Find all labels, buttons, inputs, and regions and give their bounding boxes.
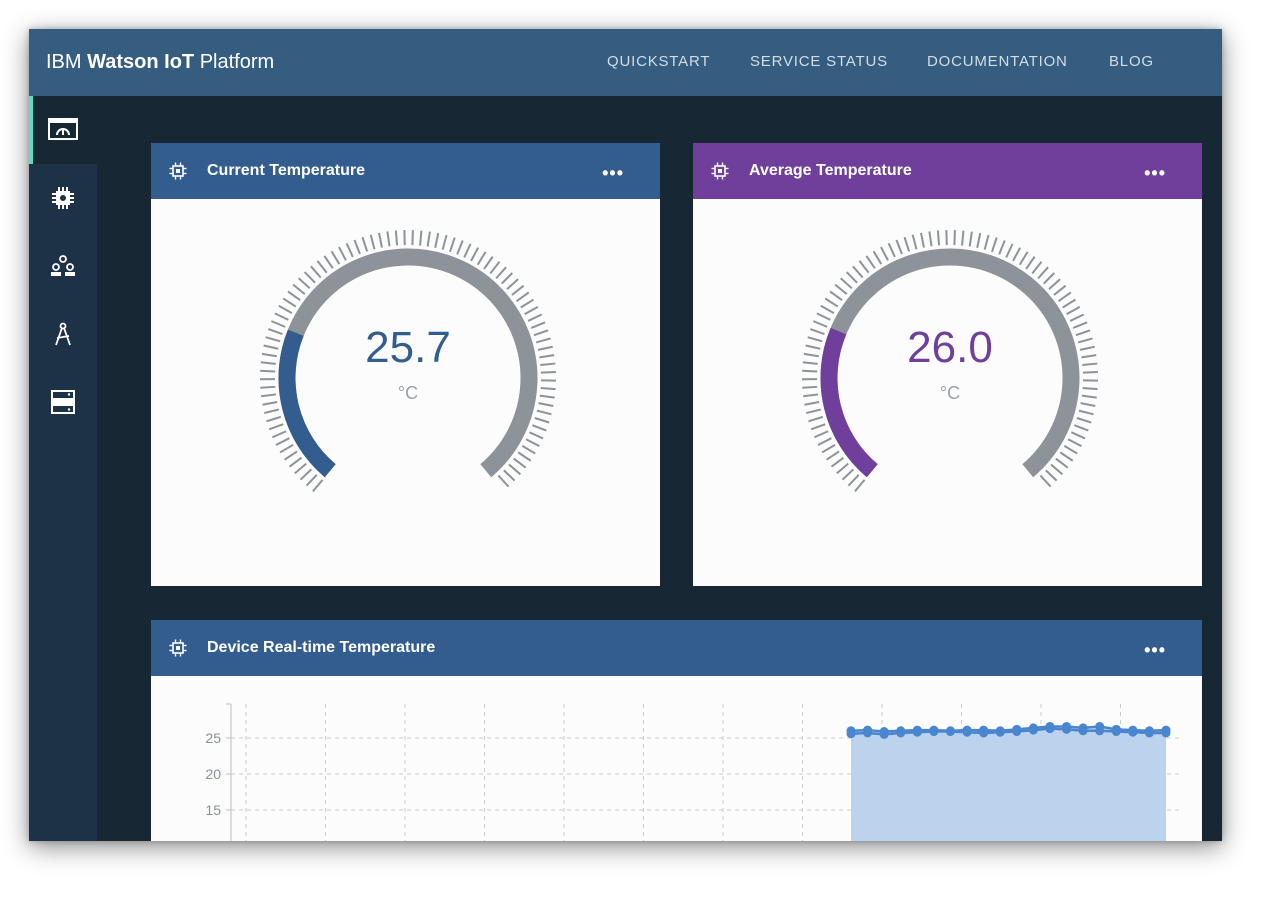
data-point[interactable] bbox=[979, 728, 989, 738]
sidebar-item-rules[interactable] bbox=[29, 300, 97, 368]
gauge-ticks bbox=[259, 230, 556, 493]
nav-quickstart[interactable]: QUICKSTART bbox=[607, 53, 711, 70]
sidebar bbox=[29, 96, 97, 841]
data-point[interactable] bbox=[1128, 727, 1138, 737]
brand-logo[interactable]: IBM Watson IoT Platform bbox=[46, 51, 275, 73]
y-tick-label: 15 bbox=[205, 802, 221, 818]
data-point[interactable] bbox=[962, 727, 972, 737]
card-title: Average Temperature bbox=[749, 162, 912, 179]
gauge-value: 25.7 bbox=[365, 323, 451, 372]
sidebar-item-members[interactable] bbox=[29, 232, 97, 300]
card-realtime-temperature: Device Real-time Temperature ••• 25 20 15 bbox=[151, 620, 1202, 841]
card-header: Current Temperature ••• bbox=[151, 143, 660, 199]
data-point[interactable] bbox=[1062, 724, 1072, 734]
data-point[interactable] bbox=[1012, 727, 1022, 737]
gauge-unit: °C bbox=[939, 383, 961, 403]
card-average-temperature: Average Temperature ••• 26.0 °C bbox=[693, 143, 1202, 586]
device-chip-icon bbox=[169, 639, 187, 657]
temperature-gauge bbox=[801, 230, 1098, 493]
sidebar-item-devices[interactable] bbox=[29, 164, 97, 232]
gauge-fill bbox=[278, 329, 336, 478]
more-options-icon[interactable]: ••• bbox=[1144, 163, 1166, 183]
card-title: Device Real-time Temperature bbox=[207, 639, 436, 656]
device-chip-icon bbox=[169, 162, 187, 180]
app-window: IBM Watson IoT Platform QUICKSTART SERVI… bbox=[29, 29, 1222, 841]
data-point[interactable] bbox=[995, 727, 1005, 737]
nav-blog[interactable]: BLOG bbox=[1109, 53, 1154, 70]
more-options-icon[interactable]: ••• bbox=[1144, 640, 1166, 660]
card-header: Average Temperature ••• bbox=[693, 143, 1202, 199]
extensions-server-icon bbox=[51, 390, 75, 414]
card-title: Current Temperature bbox=[207, 162, 365, 179]
data-point[interactable] bbox=[1111, 727, 1121, 737]
card-header: Device Real-time Temperature ••• bbox=[151, 620, 1202, 676]
dashboard-icon bbox=[48, 118, 78, 140]
device-chip-icon bbox=[711, 162, 729, 180]
realtime-temperature-chart: 25 20 15 bbox=[205, 703, 1181, 841]
gauge-unit: °C bbox=[397, 383, 419, 403]
gauge-value: 26.0 bbox=[907, 323, 993, 372]
devices-chip-icon bbox=[52, 187, 74, 209]
data-point[interactable] bbox=[1045, 724, 1055, 734]
data-point[interactable] bbox=[945, 727, 955, 737]
data-point[interactable] bbox=[846, 729, 856, 739]
nav-service-status[interactable]: SERVICE STATUS bbox=[750, 53, 888, 70]
members-icon bbox=[51, 255, 75, 276]
card-current-temperature: Current Temperature ••• 25.7 °C bbox=[151, 143, 660, 586]
data-point[interactable] bbox=[912, 727, 922, 737]
sidebar-item-extensions[interactable] bbox=[29, 368, 97, 436]
nav-documentation[interactable]: DOCUMENTATION bbox=[927, 53, 1068, 70]
sidebar-item-dashboard[interactable] bbox=[29, 96, 97, 164]
data-point[interactable] bbox=[1095, 726, 1105, 736]
more-options-icon[interactable]: ••• bbox=[602, 163, 624, 183]
data-point[interactable] bbox=[1161, 728, 1171, 738]
y-tick-label: 20 bbox=[205, 766, 221, 782]
y-tick-label: 25 bbox=[205, 730, 221, 746]
data-point[interactable] bbox=[1144, 728, 1154, 738]
data-point[interactable] bbox=[896, 728, 906, 738]
gauge-fill bbox=[820, 327, 878, 478]
area-fill bbox=[851, 726, 1166, 841]
data-point[interactable] bbox=[929, 727, 939, 737]
rules-compass-icon bbox=[55, 322, 71, 346]
data-point[interactable] bbox=[879, 729, 889, 739]
top-bar: IBM Watson IoT Platform QUICKSTART SERVI… bbox=[29, 29, 1222, 96]
data-point[interactable] bbox=[1078, 726, 1088, 736]
gauge-ticks bbox=[801, 230, 1098, 493]
data-point[interactable] bbox=[1028, 725, 1038, 735]
data-point[interactable] bbox=[863, 728, 873, 738]
temperature-gauge bbox=[259, 230, 556, 493]
